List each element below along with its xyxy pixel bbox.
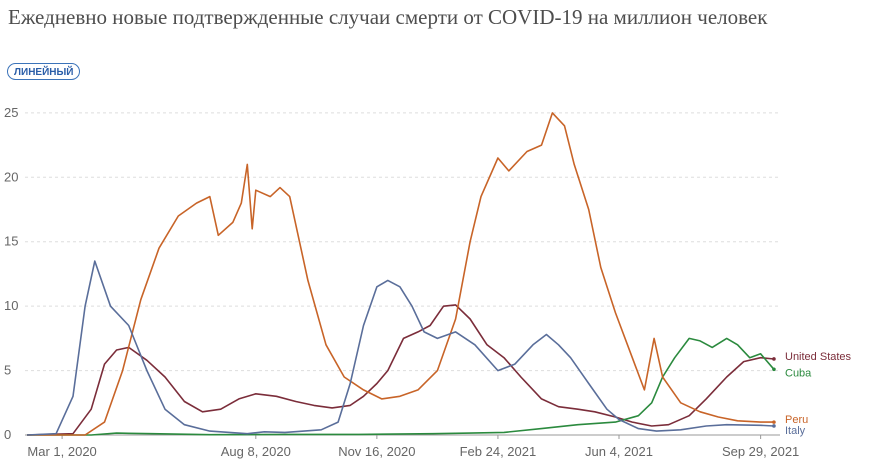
- linear-scale-toggle-button[interactable]: ЛИНЕЙНЫЙ: [7, 63, 81, 80]
- y-tick-label: 5: [4, 363, 11, 378]
- y-tick-label: 25: [4, 105, 18, 120]
- series-end-point-cuba: [772, 367, 776, 372]
- y-axis-ticks: 0 5 10 15 20 25: [4, 105, 18, 442]
- y-tick-label: 20: [4, 169, 18, 184]
- series-end-point-peru: [772, 420, 776, 424]
- gridlines: [25, 112, 780, 436]
- x-tick-label: Feb 24, 2021: [460, 444, 537, 459]
- series-end-point-italy: [772, 424, 776, 428]
- x-tick-label: Mar 1, 2020: [27, 444, 96, 459]
- series-line-cuba: [27, 337, 775, 436]
- y-tick-label: 0: [4, 427, 11, 442]
- x-tick-label: Aug 8, 2020: [221, 444, 291, 459]
- series-lines: [26, 112, 776, 436]
- series-end-point-united-states: [772, 357, 776, 361]
- series-label-peru: Peru: [785, 414, 808, 426]
- series-label-italy: Italy: [785, 425, 806, 437]
- x-tick-label: Jun 4, 2021: [585, 444, 653, 459]
- x-axis-ticks: Mar 1, 2020 Aug 8, 2020 Nov 16, 2020 Feb 24…: [27, 435, 799, 459]
- y-tick-label: 15: [4, 234, 18, 249]
- x-tick-label: Sep 29, 2021: [722, 444, 799, 459]
- series-line-peru: [27, 112, 774, 436]
- series-label-united-states: United States: [785, 351, 852, 363]
- y-tick-label: 10: [4, 298, 18, 313]
- series-line-italy: [26, 260, 774, 436]
- series-line-united-states: [26, 304, 774, 436]
- chart-title: Ежедневно новые подтвержденные случаи см…: [8, 5, 768, 29]
- series-label-cuba: Cuba: [785, 367, 812, 379]
- x-tick-label: Nov 16, 2020: [338, 444, 415, 459]
